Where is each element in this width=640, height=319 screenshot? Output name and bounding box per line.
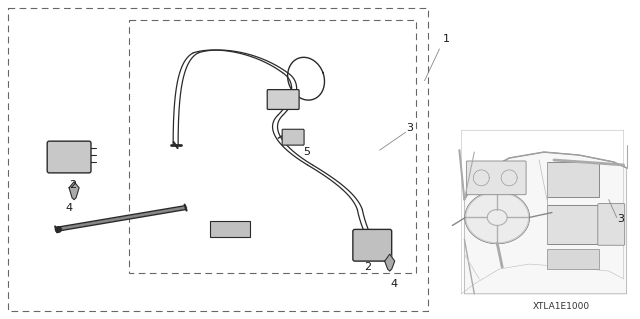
FancyBboxPatch shape: [353, 229, 392, 261]
Text: 2: 2: [364, 262, 371, 272]
FancyBboxPatch shape: [598, 204, 625, 245]
Polygon shape: [69, 182, 79, 200]
Bar: [547, 162, 599, 197]
FancyBboxPatch shape: [268, 90, 299, 109]
Bar: [547, 249, 599, 269]
Text: 3: 3: [617, 214, 624, 225]
Text: 5: 5: [303, 147, 310, 157]
Text: 4: 4: [390, 279, 397, 289]
Text: 4: 4: [65, 203, 73, 212]
Text: 1: 1: [443, 34, 450, 44]
Bar: [547, 204, 599, 244]
Text: XTLA1E1000: XTLA1E1000: [532, 302, 589, 311]
FancyBboxPatch shape: [467, 161, 526, 195]
Bar: [211, 221, 250, 237]
Text: 3: 3: [406, 123, 413, 133]
Text: 2: 2: [70, 180, 77, 190]
Polygon shape: [385, 254, 395, 271]
Bar: [8, 8, 428, 311]
FancyBboxPatch shape: [47, 141, 91, 173]
Bar: [129, 20, 415, 273]
Polygon shape: [465, 192, 529, 243]
FancyBboxPatch shape: [282, 129, 304, 145]
Polygon shape: [465, 152, 627, 294]
